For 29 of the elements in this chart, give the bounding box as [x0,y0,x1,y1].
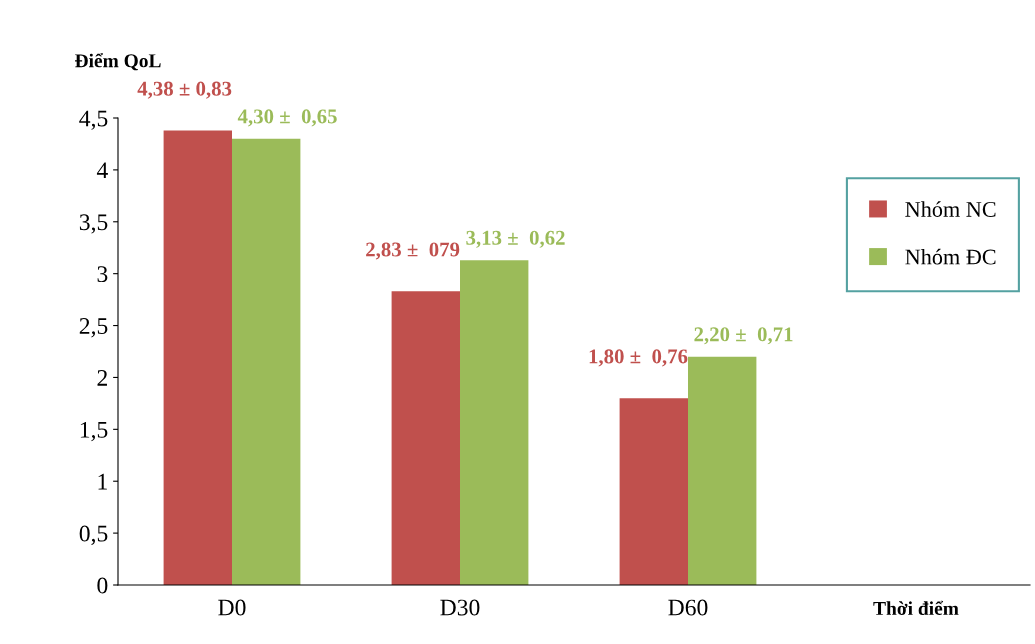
data-label: 2,20 ± 0,71 [694,327,793,345]
bar [391,291,460,585]
data-label: 3,13 ± 0,62 [466,230,565,248]
bar [688,356,757,585]
x-tick-label: D30 [440,599,480,616]
bar [232,138,301,585]
legend-label: Nhóm NC [905,201,996,217]
y-tick-label: 0 [97,577,108,594]
x-tick-label: D0 [218,599,246,616]
x-axis-title: Thời điểm [873,600,959,616]
data-label: 2,83 ± 079 [366,242,460,260]
y-tick-label: 4 [96,162,108,179]
y-tick-label: 1 [98,473,107,490]
bar [619,398,688,585]
data-label: 1,80 ± 0,76 [589,349,688,367]
y-tick-label: 1,5 [80,421,108,442]
y-tick-label: 3,5 [79,214,108,234]
bar [163,130,232,585]
y-tick-label: 4,5 [79,110,108,130]
data-label: 4,38 ± 0,83 [137,81,232,99]
y-tick-label: 0,5 [79,525,108,545]
legend-label: Nhóm ĐC [905,248,996,265]
y-tick-label: 2 [97,370,107,386]
y-tick-label: 3 [97,266,108,283]
y-tick-label: 2,5 [79,318,108,338]
y-axis-title: Điểm QoL [75,53,161,71]
x-tick-label: D60 [668,599,708,616]
bar [460,260,529,585]
data-label: 4,30 ± 0,65 [237,109,337,127]
